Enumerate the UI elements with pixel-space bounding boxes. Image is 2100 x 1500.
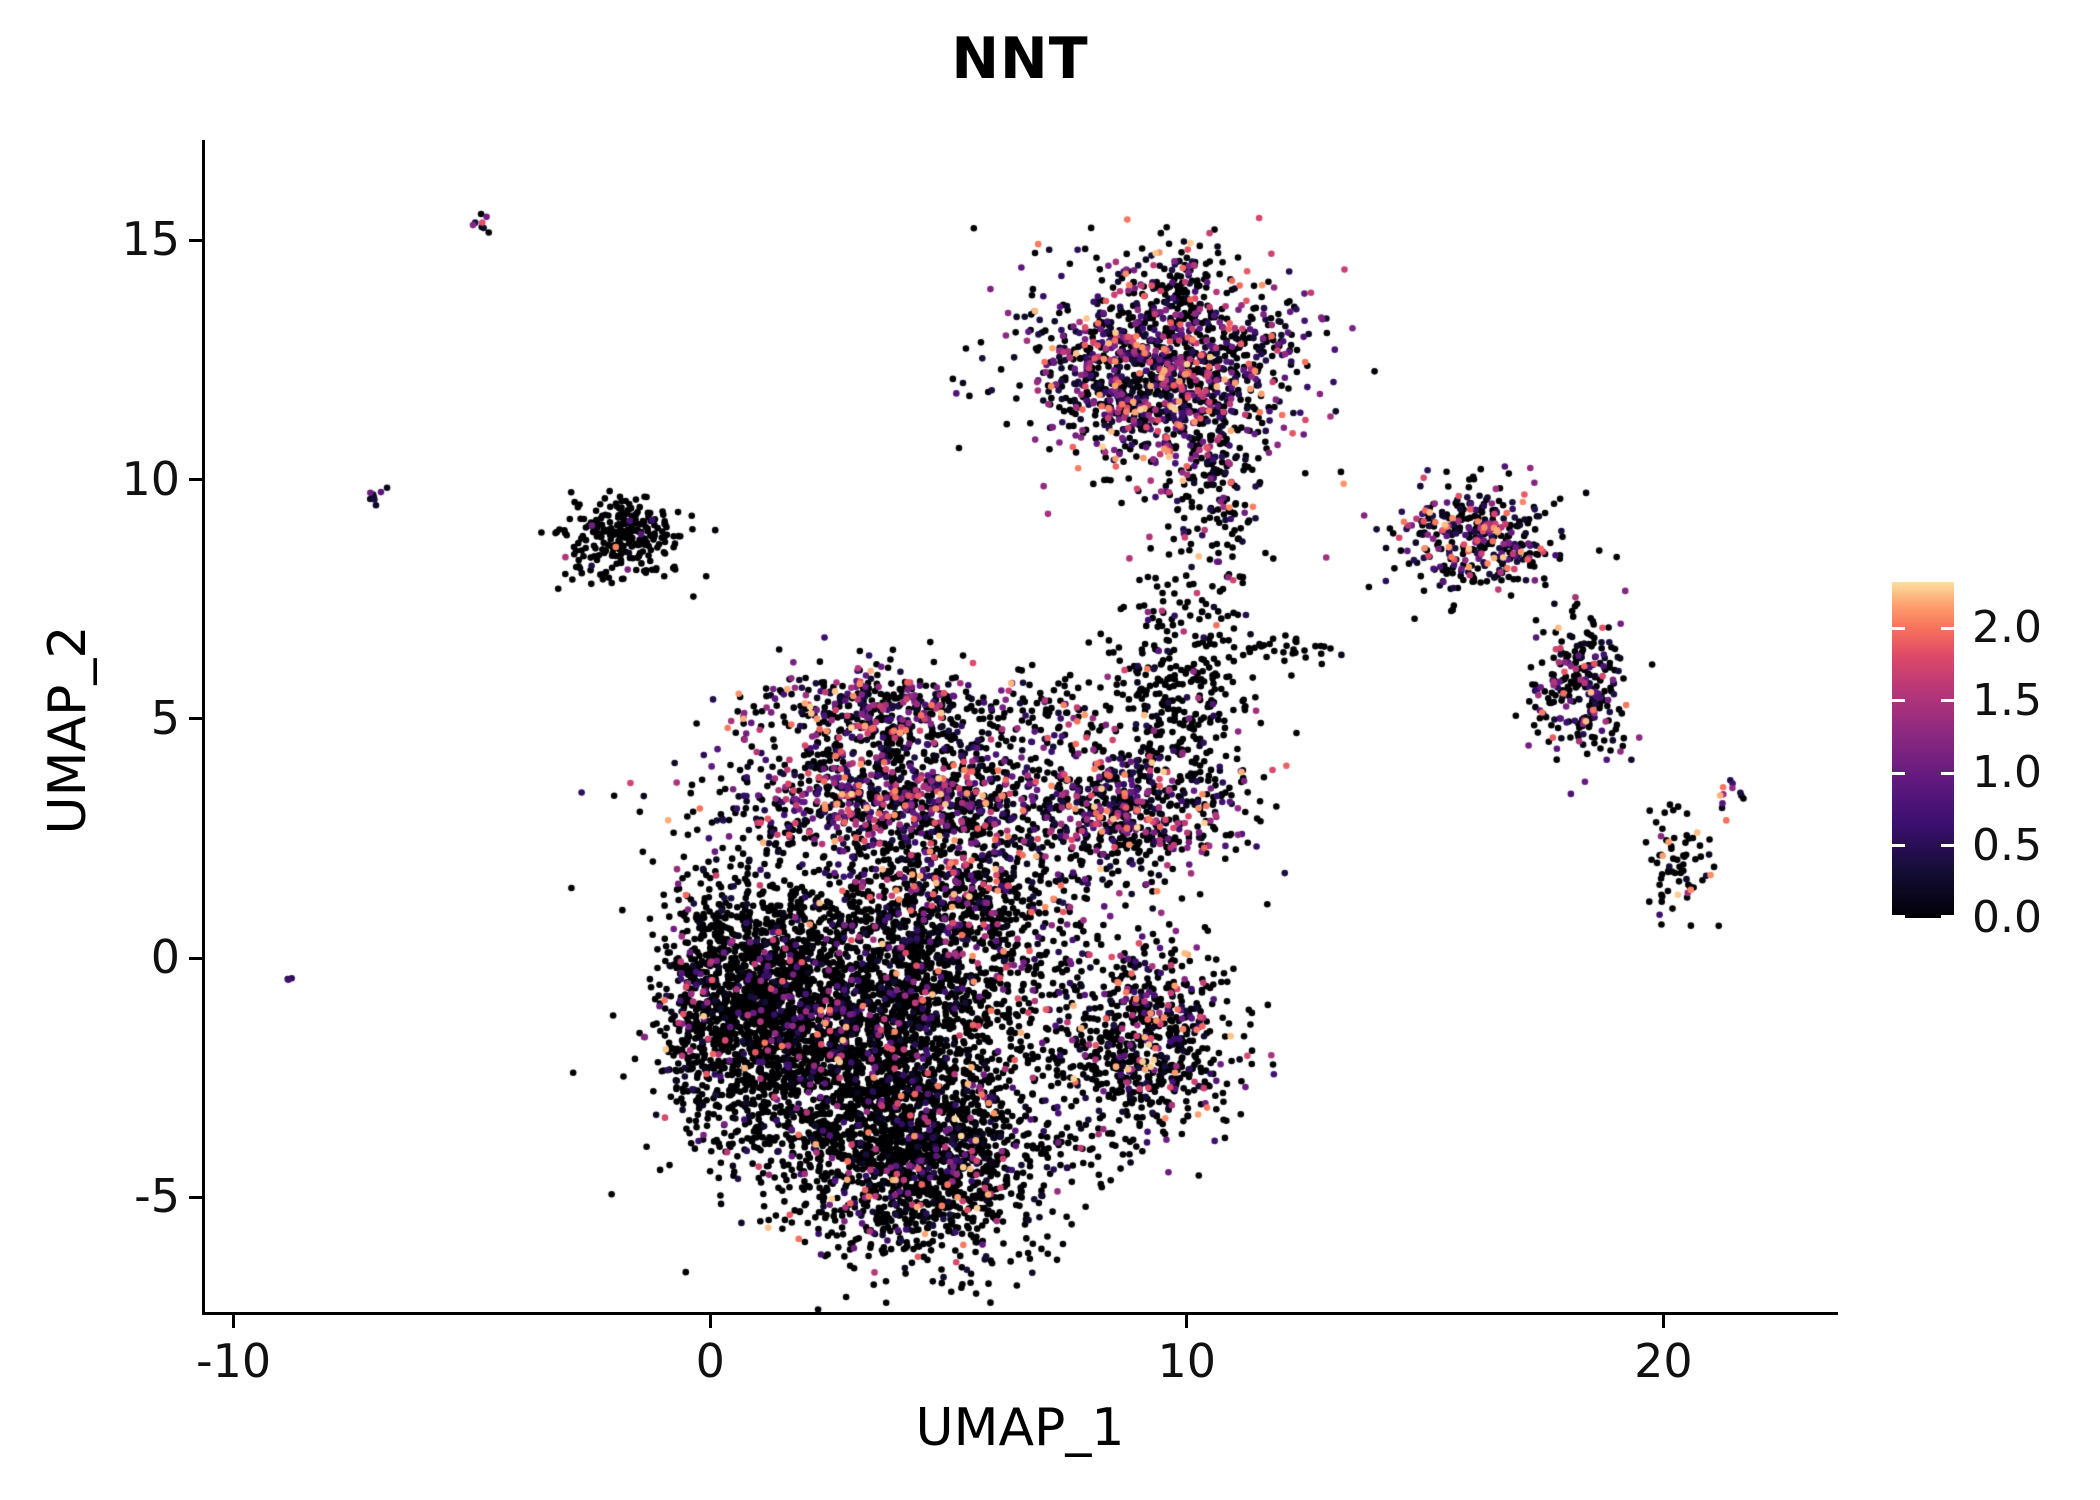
colorbar-tick-label: 1.0 xyxy=(1972,747,2042,799)
colorbar-tick-mark xyxy=(1941,626,1954,630)
y-tick-mark xyxy=(189,956,202,960)
colorbar-tick-mark xyxy=(1892,915,1905,918)
colorbar-tick-mark xyxy=(1941,699,1954,703)
x-tick-mark xyxy=(708,1315,712,1328)
colorbar-tick-label: 0.5 xyxy=(1972,819,2042,871)
colorbar-tick-label: 1.5 xyxy=(1972,674,2042,726)
x-axis-line xyxy=(202,1312,1838,1315)
y-tick-label: -5 xyxy=(134,1169,180,1224)
x-tick-mark xyxy=(232,1315,236,1328)
colorbar-tick-label: 2.0 xyxy=(1972,602,2042,654)
colorbar-tick-mark xyxy=(1941,844,1954,848)
colorbar-tick-mark xyxy=(1892,771,1905,775)
y-tick-mark xyxy=(189,238,202,242)
y-tick-label: 15 xyxy=(121,212,180,267)
x-tick-label: 10 xyxy=(1157,1334,1217,1388)
y-tick-label: 0 xyxy=(150,930,180,984)
x-tick-label: 20 xyxy=(1634,1334,1693,1388)
colorbar-tick-label: 0.0 xyxy=(1972,892,2042,943)
scatter-canvas xyxy=(205,140,1835,1312)
y-tick-mark xyxy=(189,1195,202,1199)
x-axis-label: UMAP_1 xyxy=(915,1398,1125,1458)
y-tick-label: 10 xyxy=(121,451,180,506)
colorbar-tick-mark xyxy=(1941,771,1954,775)
colorbar-tick-mark xyxy=(1892,626,1905,630)
y-tick-mark xyxy=(189,478,202,482)
x-tick-label: 0 xyxy=(695,1334,725,1388)
y-tick-mark xyxy=(189,717,202,721)
y-axis-line xyxy=(202,140,205,1315)
x-tick-mark xyxy=(1185,1315,1189,1328)
colorbar-legend xyxy=(1892,582,1954,918)
chart-title: NNT xyxy=(951,26,1089,92)
colorbar-tick-mark xyxy=(1941,915,1954,918)
colorbar-tick-mark xyxy=(1892,699,1905,703)
x-tick-mark xyxy=(1661,1315,1665,1328)
colorbar-tick-mark xyxy=(1892,844,1905,848)
x-tick-label: -10 xyxy=(196,1334,272,1388)
y-tick-label: 5 xyxy=(150,690,180,745)
